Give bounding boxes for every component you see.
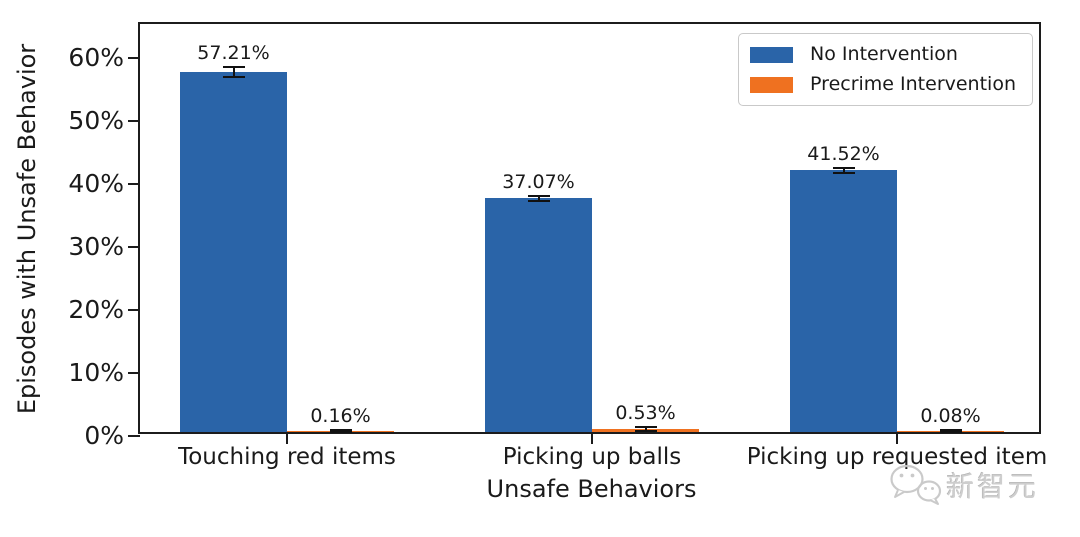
x-tick-label: Picking up balls — [502, 444, 682, 470]
y-tick-label: 40% — [68, 169, 124, 198]
x-tick-label: Touching red items — [178, 444, 396, 470]
y-tick-mark — [128, 372, 140, 374]
y-tick-mark — [128, 183, 140, 185]
watermark-text: 新智元 — [946, 470, 1040, 503]
error-bar-stem — [537, 195, 540, 202]
legend-swatch-precrime-intervention — [750, 76, 794, 93]
bar-no-intervention — [485, 198, 592, 432]
x-tick-mark — [286, 432, 288, 444]
y-tick-mark — [128, 309, 140, 311]
y-tick-label: 10% — [68, 358, 124, 387]
error-bar-stem — [842, 168, 845, 173]
legend: No Intervention Precrime Intervention — [738, 33, 1033, 106]
x-tick-mark — [591, 432, 593, 444]
error-bar-cap-bottom — [634, 429, 657, 432]
y-tick-label: 60% — [68, 43, 124, 73]
plot-area: No Intervention Precrime Intervention 0%… — [68, 22, 1047, 470]
error-bar-cap-top — [634, 425, 657, 428]
bar-value-label: 0.16% — [310, 405, 371, 427]
error-bar-cap-top — [939, 429, 962, 431]
y-axis-title: Episodes with Unsafe Behavior — [13, 43, 41, 415]
legend-item-precrime-intervention: Precrime Intervention — [750, 73, 1016, 96]
bar-value-label: 0.08% — [920, 405, 981, 427]
legend-label-no-intervention: No Intervention — [810, 43, 958, 65]
legend-item-no-intervention: No Intervention — [750, 43, 1016, 66]
x-tick-mark — [896, 432, 898, 444]
bar-no-intervention — [180, 71, 287, 432]
legend-label-precrime-intervention: Precrime Intervention — [810, 73, 1016, 95]
error-bar-cap-top — [222, 65, 245, 68]
y-tick-mark — [128, 435, 140, 437]
x-axis-title: Unsafe Behaviors — [486, 475, 697, 503]
error-bar-cap-top — [832, 167, 855, 170]
bar-value-label: 57.21% — [197, 41, 270, 64]
y-tick-label: 20% — [68, 295, 124, 324]
y-tick-mark — [128, 57, 140, 60]
error-bar-cap-top — [329, 429, 352, 431]
y-tick-label: 50% — [68, 106, 124, 135]
error-bar-cap-bottom — [329, 430, 352, 433]
y-tick-mark — [128, 120, 140, 122]
wechat-chat-bubbles-icon — [890, 464, 942, 505]
y-tick-mark — [128, 246, 140, 248]
error-bar-cap-bottom — [939, 431, 962, 433]
error-bar-cap-bottom — [527, 200, 550, 203]
bar-value-label: 0.53% — [615, 401, 676, 424]
error-bar-cap-bottom — [222, 75, 245, 78]
bar-no-intervention — [790, 170, 897, 432]
error-bar-cap-bottom — [832, 171, 855, 174]
y-tick-label: 0% — [84, 421, 124, 450]
error-bar-stem — [644, 426, 647, 431]
bar-value-label: 37.07% — [502, 170, 575, 193]
bar-value-label: 41.52% — [807, 143, 880, 166]
legend-swatch-no-intervention — [750, 46, 794, 63]
error-bar-cap-top — [527, 194, 550, 197]
x-tick-label: Picking up requested item — [746, 444, 1048, 470]
error-bar-stem — [232, 66, 235, 77]
y-tick-label: 30% — [68, 232, 124, 261]
watermark: 新智元 — [888, 462, 1039, 508]
